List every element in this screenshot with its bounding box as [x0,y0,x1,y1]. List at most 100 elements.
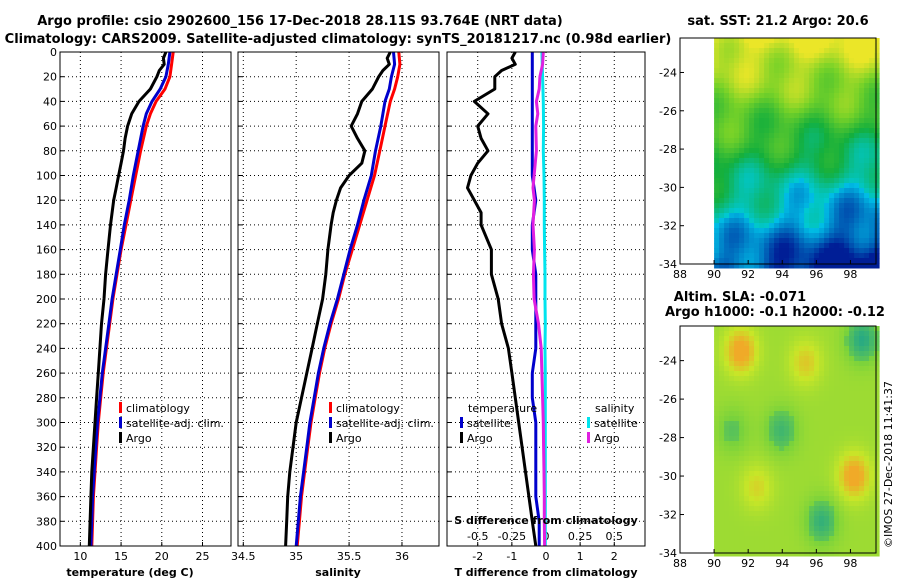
map-y-tick-label: -24 [659,355,677,368]
map-cell [849,98,855,104]
map-cell [869,441,875,447]
map-cell [819,253,825,259]
x-tick-label: 25 [196,550,210,563]
map-cell [874,38,880,44]
map-cell [719,396,725,402]
map-cell [834,218,840,224]
map-cell [794,541,800,547]
map-cell [819,38,825,44]
map-cell [754,421,760,427]
map-cell [829,521,835,527]
map-cell [754,113,760,119]
map-cell [874,133,880,139]
map-cell [784,158,790,164]
map-cell [729,506,735,512]
map-cell [734,233,740,239]
map-cell [764,491,770,497]
map-cell [749,228,755,234]
map-cell [804,123,810,129]
map-cell [739,361,745,367]
map-cell [754,506,760,512]
legend-swatch-satellite [119,417,122,428]
map-cell [849,148,855,154]
map-cell [769,536,775,542]
map-cell [824,546,830,552]
map-cell [719,143,725,149]
map-cell [769,213,775,219]
map-cell [859,546,865,552]
map-cell [849,138,855,144]
map-cell [839,356,845,362]
map-cell [829,546,835,552]
map-cell [744,361,750,367]
map-cell [729,426,735,432]
map-cell [774,218,780,224]
map-cell [784,506,790,512]
map-cell [774,238,780,244]
map-cell [844,536,850,542]
map-cell [814,351,820,357]
map-cell [819,436,825,442]
map-cell [774,416,780,422]
map-cell [854,193,860,199]
map-cell [864,188,870,194]
map-cell [724,118,730,124]
map-cell [734,416,740,422]
map-cell [739,466,745,472]
map-cell [824,501,830,507]
map-cell [854,491,860,497]
map-cell [714,38,720,44]
map-cell [744,356,750,362]
map-cell [769,73,775,79]
map-cell [834,188,840,194]
map-cell [864,163,870,169]
map-cell [844,531,850,537]
map-cell [769,416,775,422]
map-cell [869,238,875,244]
map-cell [739,153,745,159]
map-cell [719,213,725,219]
map-cell [804,58,810,64]
map-cell [809,526,815,532]
map-cell [729,48,735,54]
map-cell [814,496,820,502]
map-cell [824,381,830,387]
map-cell [759,173,765,179]
map-cell [804,238,810,244]
map-cell [829,451,835,457]
map-cell [749,546,755,552]
map-cell [829,526,835,532]
map-cell [769,336,775,342]
map-cell [739,193,745,199]
map-cell [744,68,750,74]
map-cell [809,491,815,497]
map-cell [789,248,795,254]
map-cell [854,521,860,527]
map-cell [714,73,720,79]
map-cell [799,88,805,94]
map-cell [819,118,825,124]
map-cell [799,521,805,527]
map-cell [734,486,740,492]
map-cell [874,551,880,557]
map-cell [714,188,720,194]
map-cell [784,53,790,59]
map-cell [834,43,840,49]
map-cell [744,43,750,49]
map-cell [854,361,860,367]
map-cell [864,113,870,119]
map-cell [819,391,825,397]
map-cell [859,183,865,189]
map-cell [864,481,870,487]
map-cell [874,416,880,422]
map-cell [739,218,745,224]
map-cell [844,148,850,154]
map-cell [854,218,860,224]
map-cell [839,406,845,412]
map-cell [859,481,865,487]
map-cell [829,496,835,502]
map-cell [834,143,840,149]
map-cell [784,208,790,214]
map-cell [859,496,865,502]
map-cell [754,123,760,129]
